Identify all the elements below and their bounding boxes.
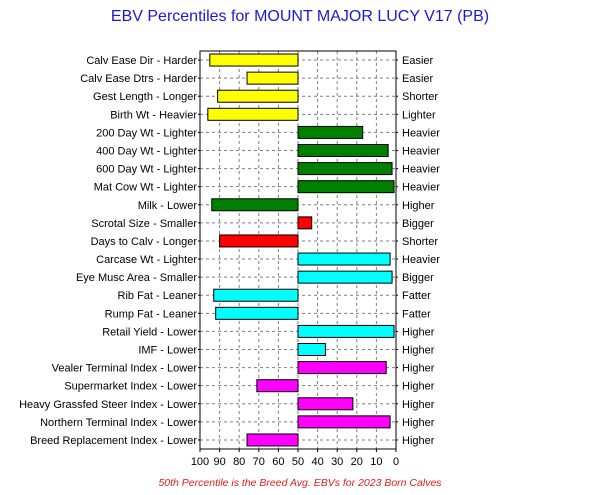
right-trait-label: Shorter (402, 91, 438, 103)
right-trait-label: Higher (402, 363, 435, 375)
bar (297, 162, 393, 176)
bar (209, 53, 299, 67)
right-trait-label: Fatter (402, 308, 431, 320)
left-trait-label: Birth Wt - Heavier (110, 109, 197, 121)
bar (297, 397, 354, 411)
right-trait-label: Higher (402, 200, 435, 212)
right-trait-label: Bigger (402, 218, 434, 230)
right-trait-label: Higher (402, 381, 435, 393)
x-tick-label: 40 (311, 456, 323, 468)
left-trait-label: Carcase Wt - Lighter (96, 254, 197, 266)
chart-title: EBV Percentiles for MOUNT MAJOR LUCY V17… (111, 8, 489, 25)
bar (246, 71, 299, 85)
x-tick-label: 20 (351, 456, 363, 468)
left-trait-label: 200 Day Wt - Lighter (96, 127, 197, 139)
right-trait-label: Heavier (402, 254, 440, 266)
right-trait-label: Heavier (402, 182, 440, 194)
bar (213, 288, 299, 302)
right-trait-label: Easier (402, 55, 434, 67)
right-trait-label: Shorter (402, 236, 438, 248)
left-trait-label: Gest Length - Longer (93, 91, 197, 103)
bars (207, 53, 395, 447)
x-tick-label: 70 (253, 456, 265, 468)
bar (246, 433, 299, 447)
left-trait-label: Breed Replacement Index - Lower (30, 435, 197, 447)
right-trait-label: Higher (402, 435, 435, 447)
left-trait-label: Heavy Grassfed Steer Index - Lower (19, 399, 197, 411)
x-tick-label: 80 (233, 456, 245, 468)
right-labels: Easier Easier Shorter Lighter Heavier Heavier… (396, 55, 440, 447)
x-tick-label: 0 (393, 456, 399, 468)
left-trait-label: Supermarket Index - Lower (64, 381, 197, 393)
x-tick-label: 30 (331, 456, 343, 468)
right-trait-label: Higher (402, 417, 435, 429)
right-trait-label: Heavier (402, 127, 440, 139)
bar (297, 415, 391, 429)
x-tick-label: 60 (272, 456, 284, 468)
left-trait-label: Rump Fat - Leaner (105, 308, 198, 320)
right-trait-label: Lighter (402, 109, 436, 121)
left-trait-label: IMF - Lower (138, 345, 197, 357)
x-tick-label: 90 (213, 456, 225, 468)
x-tick-label: 10 (370, 456, 382, 468)
right-trait-label: Fatter (402, 290, 431, 302)
left-trait-label: Eye Musc Area - Smaller (76, 272, 197, 284)
left-trait-label: Retail Yield - Lower (102, 326, 197, 338)
bar (215, 306, 299, 320)
left-trait-label: 400 Day Wt - Lighter (96, 146, 197, 158)
right-trait-label: Bigger (402, 272, 434, 284)
bar (219, 234, 299, 248)
bar (297, 252, 391, 266)
bar (297, 324, 395, 338)
left-trait-label: Rib Fat - Leaner (118, 290, 198, 302)
bar (297, 125, 364, 139)
bar (297, 144, 389, 157)
left-trait-label: Calv Ease Dtrs - Harder (80, 73, 197, 85)
chart-footnote: 50th Percentile is the Breed Avg. EBVs f… (158, 477, 442, 489)
left-trait-label: 600 Day Wt - Lighter (96, 164, 197, 176)
x-tick-label: 50 (292, 456, 304, 468)
right-trait-label: Higher (402, 399, 435, 411)
right-trait-label: Heavier (402, 164, 440, 176)
left-trait-label: Mat Cow Wt - Lighter (94, 182, 198, 194)
left-trait-label: Scrotal Size - Smaller (91, 218, 197, 230)
left-trait-label: Northern Terminal Index - Lower (40, 417, 197, 429)
right-trait-label: Higher (402, 326, 435, 338)
left-trait-label: Milk - Lower (138, 200, 198, 212)
right-trait-label: Higher (402, 345, 435, 357)
bar (256, 379, 299, 393)
left-trait-label: Calv Ease Dir - Harder (86, 55, 197, 67)
bar (297, 180, 395, 194)
bar (297, 361, 387, 375)
right-trait-label: Easier (402, 73, 434, 85)
bar (207, 107, 299, 121)
bar (297, 216, 313, 230)
left-trait-label: Days to Calv - Longer (91, 236, 198, 248)
bar (297, 270, 393, 284)
bar (211, 198, 299, 212)
x-axis-ticks: 100 90 80 70 60 50 40 30 20 10 0 (191, 449, 399, 468)
bar (217, 89, 299, 103)
x-tick-label: 100 (191, 456, 209, 468)
right-trait-label: Heavier (402, 146, 440, 158)
left-labels: Calv Ease Dir - Harder Calv Ease Dtrs - H… (19, 55, 200, 447)
bar (297, 343, 326, 356)
left-trait-label: Vealer Terminal Index - Lower (52, 363, 198, 375)
